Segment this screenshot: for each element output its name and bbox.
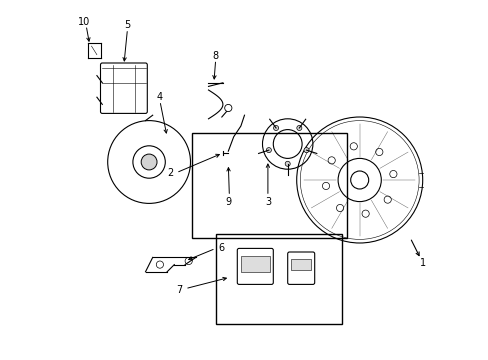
Bar [291,259,310,270]
Circle shape [349,143,357,150]
Circle shape [266,148,271,153]
Circle shape [322,182,329,189]
Circle shape [273,126,278,131]
Circle shape [384,196,390,203]
Text: 7: 7 [176,285,183,295]
Text: 8: 8 [212,51,218,61]
Circle shape [375,148,382,156]
Text: 4: 4 [157,92,163,102]
Text: 3: 3 [264,197,270,207]
Circle shape [389,171,396,178]
Circle shape [304,148,308,153]
Text: 10: 10 [78,17,90,27]
Text: 1: 1 [419,258,425,268]
Bar [192,133,346,238]
Text: 5: 5 [124,20,130,30]
Circle shape [350,171,368,189]
Text: 9: 9 [225,197,231,207]
Bar [241,256,270,272]
Text: 2: 2 [167,168,173,178]
Circle shape [361,210,368,217]
Text: 6: 6 [218,243,224,253]
Circle shape [285,161,289,166]
Circle shape [156,261,163,268]
Circle shape [336,204,343,212]
Circle shape [296,126,301,131]
Bar [215,234,341,324]
Circle shape [141,154,157,170]
Circle shape [185,257,192,265]
Circle shape [327,157,335,164]
